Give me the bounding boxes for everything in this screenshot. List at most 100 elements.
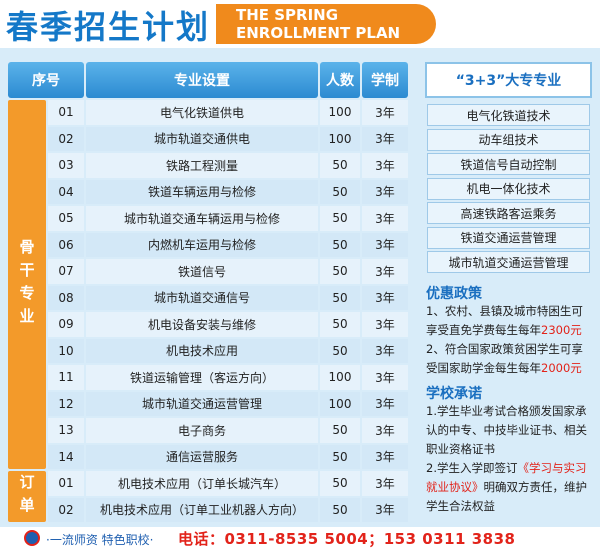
group-label: 订单 [8, 471, 46, 522]
table-cell: 05 [48, 206, 84, 231]
table-cell: 3年 [362, 365, 408, 390]
section-body: 1、农村、县镇及城市特困生可享受直免学费每生每年2300元 2、符合国家政策贫困学… [426, 302, 592, 378]
table-cell: 3年 [362, 471, 408, 496]
paragraph: 2.学生入学即签订《学习与实习就业协议》明确双方责任，维护学生合法权益 [426, 459, 592, 516]
text-segment: 《学习与实习就业协议》 [426, 461, 587, 494]
table-cell: 50 [320, 497, 360, 522]
table-cell: 50 [320, 232, 360, 257]
text-segment: 2.学生入学即签订 [426, 461, 518, 475]
college-item: 铁道交通运营管理 [427, 226, 590, 249]
table-cell: 10 [48, 338, 84, 363]
footer-phone: 电话：0311-8535 5004；153 0311 3838 [178, 530, 516, 548]
subtitle: THE SPRING [236, 6, 339, 24]
table-cell: 50 [320, 471, 360, 496]
table-cell: 50 [320, 444, 360, 469]
paragraph: 1、农村、县镇及城市特困生可享受直免学费每生每年2300元 [426, 302, 592, 340]
table-cell: 100 [320, 365, 360, 390]
table-cell: 城市轨道交通供电 [86, 126, 318, 151]
table-cell: 3年 [362, 497, 408, 522]
table-cell: 50 [320, 153, 360, 178]
table-cell: 12 [48, 391, 84, 416]
table-cell: 机电技术应用（订单长城汽车） [86, 471, 318, 496]
table-cell: 09 [48, 312, 84, 337]
footer-bar [0, 527, 600, 549]
college-item: 城市轨道交通运营管理 [427, 251, 590, 273]
table-cell: 3年 [362, 232, 408, 257]
table-cell: 3年 [362, 206, 408, 231]
table-cell: 50 [320, 206, 360, 231]
table-cell: 03 [48, 153, 84, 178]
table-cell: 3年 [362, 126, 408, 151]
section-title: 优惠政策 [426, 286, 482, 302]
table-cell: 50 [320, 179, 360, 204]
table-cell: 3年 [362, 100, 408, 125]
table-cell: 3年 [362, 179, 408, 204]
table-cell: 50 [320, 338, 360, 363]
paragraph: 2、符合国家政策贫困学生可享受国家助学金每生每年2000元 [426, 340, 592, 378]
college-item: 机电一体化技术 [427, 177, 590, 200]
column-header: 专业设置 [86, 62, 318, 98]
column-header: 人数 [320, 62, 360, 98]
text-segment: 2000元 [541, 361, 582, 375]
table-cell: 3年 [362, 259, 408, 284]
table-cell: 01 [48, 100, 84, 125]
table-cell: 铁道运输管理（客运方向） [86, 365, 318, 390]
paragraph: 1.学生毕业考试合格颁发国家承认的中专、中技毕业证书、相关职业资格证书 [426, 402, 592, 459]
panel-title: “3+3”大专专业 [425, 62, 592, 98]
column-header: 学制 [362, 62, 408, 98]
table-cell: 11 [48, 365, 84, 390]
table-cell: 3年 [362, 391, 408, 416]
table-cell: 铁道车辆运用与检修 [86, 179, 318, 204]
footer-icon [24, 530, 40, 546]
group-label: 骨干专业 [8, 100, 46, 469]
table-cell: 机电技术应用 [86, 338, 318, 363]
table-cell: 50 [320, 285, 360, 310]
text-segment: 1、农村、县镇及城市特困生可享受直免学费每生每年 [426, 304, 583, 337]
subtitle: ENROLLMENT PLAN [236, 24, 401, 42]
footer-slogan: ·一流师资 特色职校· [46, 533, 154, 547]
table-cell: 铁道信号 [86, 259, 318, 284]
table-cell: 通信运营服务 [86, 444, 318, 469]
text-segment: 2300元 [541, 323, 582, 337]
table-cell: 城市轨道交通信号 [86, 285, 318, 310]
table-cell: 02 [48, 497, 84, 522]
table-cell: 50 [320, 312, 360, 337]
table-cell: 电气化铁道供电 [86, 100, 318, 125]
college-item: 铁道信号自动控制 [427, 153, 590, 175]
table-cell: 02 [48, 126, 84, 151]
title: 春季招生计划 [6, 8, 211, 46]
table-cell: 08 [48, 285, 84, 310]
banner [216, 4, 436, 44]
table-cell: 100 [320, 100, 360, 125]
table-cell: 3年 [362, 444, 408, 469]
table-cell: 06 [48, 232, 84, 257]
table-cell: 3年 [362, 285, 408, 310]
text-segment: 1.学生毕业考试合格颁发国家承认的中专、中技毕业证书、相关职业资格证书 [426, 404, 587, 456]
table-cell: 3年 [362, 153, 408, 178]
table-cell: 100 [320, 391, 360, 416]
table-cell: 04 [48, 179, 84, 204]
table-cell: 3年 [362, 338, 408, 363]
table-cell: 50 [320, 259, 360, 284]
table-cell: 电子商务 [86, 418, 318, 443]
table-cell: 内燃机车运用与检修 [86, 232, 318, 257]
text-segment: 明确双方责任，维护学生合法权益 [426, 480, 587, 513]
table-cell: 14 [48, 444, 84, 469]
text-segment: 2、符合国家政策贫困学生可享受国家助学金每生每年 [426, 342, 583, 375]
table-cell: 城市轨道交通运营管理 [86, 391, 318, 416]
table-cell: 铁路工程测量 [86, 153, 318, 178]
college-item: 动车组技术 [427, 128, 590, 151]
section-body: 1.学生毕业考试合格颁发国家承认的中专、中技毕业证书、相关职业资格证书 2.学生入… [426, 402, 592, 516]
table-cell: 07 [48, 259, 84, 284]
table-cell: 机电设备安装与维修 [86, 312, 318, 337]
table-cell: 50 [320, 418, 360, 443]
table-cell: 3年 [362, 418, 408, 443]
college-item: 电气化铁道技术 [427, 104, 590, 126]
table-cell: 100 [320, 126, 360, 151]
section-title: 学校承诺 [426, 386, 482, 402]
table-cell: 机电技术应用（订单工业机器人方向） [86, 497, 318, 522]
table-cell: 3年 [362, 312, 408, 337]
table-cell: 城市轨道交通车辆运用与检修 [86, 206, 318, 231]
table-cell: 01 [48, 471, 84, 496]
